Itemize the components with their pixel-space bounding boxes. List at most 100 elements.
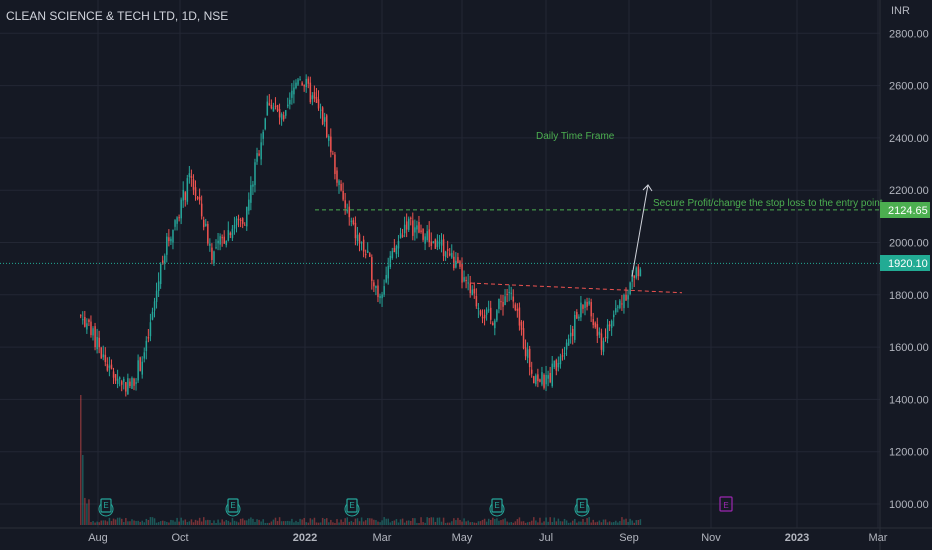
candle-body[interactable] bbox=[190, 176, 193, 179]
candle-body[interactable] bbox=[338, 180, 340, 185]
candle-body[interactable] bbox=[379, 295, 381, 299]
candle-body[interactable] bbox=[274, 105, 277, 107]
candle-body[interactable] bbox=[500, 301, 502, 303]
candle-body[interactable] bbox=[615, 308, 617, 313]
candle-body[interactable] bbox=[506, 293, 508, 295]
candle-body[interactable] bbox=[342, 191, 344, 200]
candle-body[interactable] bbox=[442, 239, 445, 257]
candle-body[interactable] bbox=[217, 240, 219, 244]
candle-body[interactable] bbox=[518, 307, 521, 326]
candle-body[interactable] bbox=[213, 251, 215, 264]
candle-body[interactable] bbox=[92, 328, 94, 336]
candle-body[interactable] bbox=[451, 252, 453, 258]
candle-body[interactable] bbox=[412, 220, 414, 236]
candle-body[interactable] bbox=[188, 173, 191, 178]
candle-body[interactable] bbox=[346, 210, 349, 212]
candle-body[interactable] bbox=[297, 79, 299, 85]
candle-body[interactable] bbox=[391, 251, 394, 259]
candle-body[interactable] bbox=[397, 240, 400, 249]
candle-body[interactable] bbox=[522, 328, 525, 349]
candle-body[interactable] bbox=[602, 340, 605, 352]
candle-body[interactable] bbox=[182, 189, 185, 201]
candle-body[interactable] bbox=[143, 352, 146, 359]
candle-body[interactable] bbox=[211, 247, 213, 261]
candle-body[interactable] bbox=[102, 354, 105, 358]
candle-body[interactable] bbox=[490, 307, 492, 320]
candle-body[interactable] bbox=[381, 294, 383, 299]
candle-body[interactable] bbox=[352, 220, 355, 225]
candle-body[interactable] bbox=[295, 82, 297, 88]
earnings-marker[interactable]: E bbox=[574, 498, 590, 517]
candle-body[interactable] bbox=[592, 319, 595, 326]
candle-body[interactable] bbox=[543, 374, 545, 388]
candle-body[interactable] bbox=[235, 218, 238, 226]
candle-body[interactable] bbox=[516, 308, 519, 311]
candle-body[interactable] bbox=[272, 107, 275, 112]
candle-body[interactable] bbox=[289, 99, 291, 105]
candle-body[interactable] bbox=[287, 104, 289, 107]
candle-body[interactable] bbox=[358, 234, 361, 244]
candle-body[interactable] bbox=[512, 296, 515, 302]
candle-body[interactable] bbox=[280, 113, 283, 120]
candle-body[interactable] bbox=[408, 218, 410, 230]
candle-body[interactable] bbox=[369, 253, 371, 257]
candle-body[interactable] bbox=[436, 240, 439, 247]
candle-body[interactable] bbox=[465, 280, 467, 282]
candle-body[interactable] bbox=[241, 218, 244, 224]
candle-body[interactable] bbox=[367, 250, 369, 253]
candle-body[interactable] bbox=[198, 197, 201, 201]
candle-body[interactable] bbox=[430, 241, 433, 246]
candle-body[interactable] bbox=[584, 301, 586, 308]
candle-body[interactable] bbox=[268, 103, 271, 106]
candle-body[interactable] bbox=[610, 320, 613, 328]
candle-body[interactable] bbox=[582, 305, 584, 309]
candle-body[interactable] bbox=[305, 78, 308, 88]
candle-body[interactable] bbox=[88, 319, 90, 322]
candle-body[interactable] bbox=[328, 136, 330, 141]
candle-body[interactable] bbox=[270, 105, 273, 109]
candle-body[interactable] bbox=[590, 302, 592, 317]
candle-body[interactable] bbox=[209, 243, 211, 246]
candle-body[interactable] bbox=[555, 360, 558, 371]
candle-body[interactable] bbox=[537, 374, 539, 382]
candle-body[interactable] bbox=[567, 338, 570, 346]
candle-body[interactable] bbox=[348, 206, 351, 218]
candle-body[interactable] bbox=[139, 357, 141, 371]
earnings-marker[interactable]: E bbox=[344, 498, 360, 517]
candle-body[interactable] bbox=[561, 355, 564, 357]
candle-body[interactable] bbox=[422, 228, 424, 240]
candle-body[interactable] bbox=[635, 267, 638, 278]
candle-body[interactable] bbox=[186, 178, 189, 202]
candle-body[interactable] bbox=[153, 301, 156, 311]
candle-body[interactable] bbox=[340, 183, 342, 191]
candle-body[interactable] bbox=[141, 361, 144, 375]
candle-body[interactable] bbox=[539, 379, 541, 382]
candle-body[interactable] bbox=[504, 296, 506, 306]
candle-body[interactable] bbox=[137, 360, 139, 381]
candle-body[interactable] bbox=[383, 286, 385, 295]
candle-body[interactable] bbox=[108, 365, 111, 368]
candle-body[interactable] bbox=[159, 264, 162, 285]
candle-body[interactable] bbox=[627, 295, 629, 300]
candle-body[interactable] bbox=[606, 324, 609, 339]
candle-body[interactable] bbox=[588, 301, 590, 305]
candle-body[interactable] bbox=[633, 275, 636, 278]
candle-body[interactable] bbox=[215, 247, 217, 249]
candle-body[interactable] bbox=[90, 321, 92, 336]
candle-body[interactable] bbox=[424, 236, 426, 244]
candle-body[interactable] bbox=[598, 331, 601, 335]
candle-body[interactable] bbox=[332, 153, 334, 155]
candle-body[interactable] bbox=[229, 232, 232, 236]
candle-body[interactable] bbox=[278, 108, 281, 118]
candle-body[interactable] bbox=[205, 223, 207, 227]
candle-body[interactable] bbox=[364, 254, 367, 256]
candle-body[interactable] bbox=[416, 225, 418, 230]
candle-body[interactable] bbox=[256, 153, 258, 162]
candle-body[interactable] bbox=[100, 347, 103, 359]
candle-body[interactable] bbox=[326, 115, 328, 137]
candle-body[interactable] bbox=[133, 378, 135, 386]
candle-body[interactable] bbox=[385, 275, 387, 283]
candle-body[interactable] bbox=[145, 340, 148, 352]
candle-body[interactable] bbox=[496, 310, 498, 321]
